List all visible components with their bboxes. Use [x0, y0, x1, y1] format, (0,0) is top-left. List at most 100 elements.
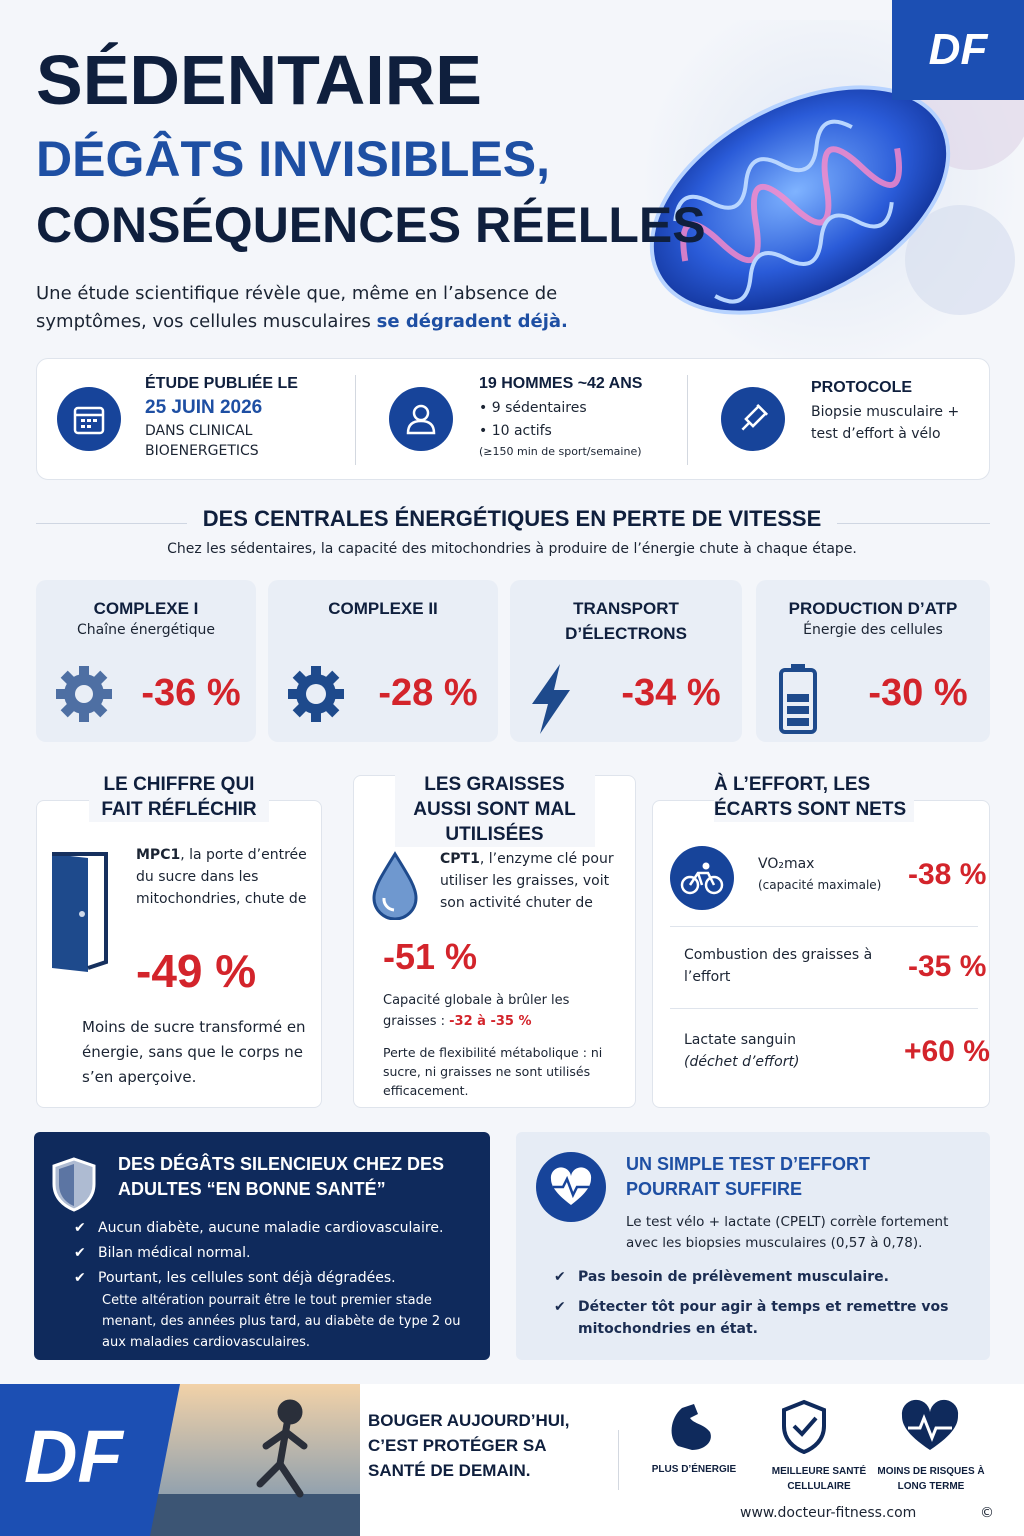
check-item: Détecter tôt pour agir à temps et remett…: [550, 1296, 950, 1340]
row-divider: [670, 926, 978, 927]
effort-note: (capacité maximale): [758, 878, 882, 892]
person-icon: [389, 387, 453, 451]
fats-capacity-text: Capacité globale à brûler les graisses :: [383, 993, 570, 1029]
door-icon: [52, 852, 108, 972]
fats-capacity-value: -32 à -35 %: [449, 1014, 532, 1029]
footer: DF BOUGER AUJOURD’HUI, C’EST PROTÉGER SA…: [0, 1384, 1024, 1536]
effort-label: Lactate sanguin: [684, 1032, 796, 1048]
card-title: COMPLEXE II: [328, 599, 438, 618]
participants-line: • 10 actifs: [479, 423, 552, 439]
participants-title: 19 HOMMES ~42 ANS: [479, 375, 643, 392]
key-figure-desc: , la porte d’entrée du sucre dans les mi…: [136, 847, 307, 907]
card-caption: Chaîne énergétique: [77, 622, 215, 638]
simple-test-box: UN SIMPLE TEST D’EFFORT POURRAIT SUFFIRE…: [516, 1132, 990, 1360]
publication: ÉTUDE PUBLIÉE LE 25 JUIN 2026 DANS CLINI…: [145, 375, 345, 461]
card-icon: [526, 662, 576, 740]
mitochondrion-illustration: [640, 20, 1024, 360]
footer-brand: DF: [24, 1415, 123, 1498]
fats-desc: , l’enzyme clé pour utiliser les graisse…: [440, 851, 614, 911]
card-value: -30 %: [868, 672, 968, 714]
card-value: -34 %: [621, 672, 721, 714]
participants-line: • 9 sédentaires: [479, 400, 587, 416]
syringe-icon: [721, 387, 785, 451]
subtitle-1: DÉGÂTS INVISIBLES,: [36, 131, 550, 187]
effort-value: -38 %: [908, 858, 987, 891]
card-title: PRODUCTION D’ATP: [788, 599, 958, 618]
website: www.docteur-fitness.com: [740, 1505, 917, 1521]
effort-title: À L’EFFORT, LES ÉCARTS SONT NETS: [652, 772, 914, 822]
footer-slogan: BOUGER AUJOURD’HUI, C’EST PROTÉGER SA SA…: [368, 1411, 570, 1480]
silent-damage-list: Aucun diabète, aucune maladie cardiovasc…: [70, 1216, 480, 1291]
row-divider: [670, 1008, 978, 1009]
protocol-text: Biopsie musculaire + test d’effort à vél…: [811, 404, 960, 442]
card-icon: [284, 662, 348, 730]
energy-card: COMPLEXE I Chaîne énergétique -36 %: [36, 580, 256, 742]
key-figure-panel: [36, 800, 322, 1108]
effort-label: VO₂max: [758, 856, 815, 872]
silent-damage-title: DES DÉGÂTS SILENCIEUX CHEZ DES ADULTES “…: [118, 1154, 445, 1199]
shield-icon: [52, 1157, 96, 1212]
key-figure-title: LE CHIFFRE QUI FAIT RÉFLÉCHIR: [36, 772, 322, 822]
intro: Une étude scientifique révèle que, même …: [36, 280, 596, 336]
fats-title: LES GRAISSES AUSSI SONT MAL UTILISÉES: [353, 772, 636, 847]
effort-value: -35 %: [908, 950, 987, 983]
fats-text: CPT1, l’enzyme clé pour utiliser les gra…: [440, 848, 626, 914]
benefit-icons: [671, 1399, 959, 1454]
energy-card: COMPLEXE II -28 %: [268, 580, 498, 742]
protocol-title: PROTOCOLE: [811, 379, 913, 396]
card-caption: Énergie des cellules: [803, 622, 943, 638]
effort-title-text: À L’EFFORT, LES ÉCARTS SONT NETS: [714, 772, 914, 822]
key-figure-value: -49 %: [136, 945, 257, 997]
study-facts: ÉTUDE PUBLIÉE LE 25 JUIN 2026 DANS CLINI…: [36, 358, 990, 480]
check-item: Aucun diabète, aucune maladie cardiovasc…: [70, 1216, 480, 1241]
main-title: SÉDENTAIRE: [36, 41, 482, 119]
energy-subtitle: Chez les sédentaires, la capacité des mi…: [167, 541, 857, 557]
effort-label: Combustion des graisses à l’effort: [684, 947, 873, 985]
check-item: Pourtant, les cellules sont déjà dégradé…: [70, 1266, 480, 1291]
simple-test-title: UN SIMPLE TEST D’EFFORT POURRAIT SUFFIRE: [626, 1154, 871, 1199]
simple-test-list: Pas besoin de prélèvement musculaire. Dé…: [550, 1266, 950, 1340]
bike-icon: [670, 846, 734, 910]
heart-icon: [536, 1152, 606, 1222]
check-item: Pas besoin de prélèvement musculaire.: [550, 1266, 950, 1288]
copyright: ©: [980, 1505, 994, 1521]
key-figure-term: MPC1: [136, 847, 181, 863]
participants-line: (≥150 min de sport/semaine): [479, 445, 642, 458]
publication-date: 25 JUIN 2026: [145, 397, 263, 418]
card-icon: [52, 662, 116, 730]
subtitle-2: CONSÉQUENCES RÉELLES: [36, 197, 706, 253]
drop-icon: [372, 851, 418, 920]
publication-title: ÉTUDE PUBLIÉE LE: [145, 375, 298, 392]
energy-title-text: DES CENTRALES ÉNERGÉTIQUES EN PERTE DE V…: [186, 506, 838, 531]
key-figure-conclusion: Moins de sucre transformé en énergie, sa…: [82, 1018, 306, 1086]
effort-value: +60 %: [904, 1035, 990, 1068]
check-item: Bilan médical normal.: [70, 1241, 480, 1266]
card-title: TRANSPORT D’ÉLECTRONS: [565, 599, 687, 643]
publication-journal: DANS CLINICAL BIOENERGETICS: [145, 423, 259, 459]
silent-damage-note: Cette altération pourrait être le tout p…: [102, 1293, 461, 1350]
energy-title: DES CENTRALES ÉNERGÉTIQUES EN PERTE DE V…: [0, 506, 1024, 532]
participants: 19 HOMMES ~42 ANS • 9 sédentaires • 10 a…: [479, 375, 679, 461]
divider: [355, 375, 356, 465]
energy-card: TRANSPORT D’ÉLECTRONS -34 %: [510, 580, 742, 742]
divider: [687, 375, 688, 465]
protocol: PROTOCOLE Biopsie musculaire + test d’ef…: [811, 379, 981, 445]
effort-note: (déchet d’effort): [684, 1054, 800, 1070]
fats-value: -51 %: [383, 936, 478, 977]
benefit-label: MOINS DE RISQUES À LONG TERME: [877, 1466, 985, 1492]
benefit-label: PLUS D’ÉNERGIE: [651, 1464, 737, 1475]
brand-badge: DF: [892, 0, 1024, 100]
key-figure-title-text: LE CHIFFRE QUI FAIT RÉFLÉCHIR: [89, 772, 269, 822]
fats-capacity: Capacité globale à brûler les graisses :…: [383, 990, 583, 1032]
simple-test-text: Le test vélo + lactate (CPELT) corrèle f…: [626, 1214, 949, 1251]
card-value: -28 %: [378, 672, 478, 714]
card-value: -36 %: [141, 672, 241, 714]
fats-flexibility: Perte de flexibilité métabolique : ni su…: [383, 1045, 603, 1098]
fats-term: CPT1: [440, 851, 480, 867]
calendar-icon: [57, 387, 121, 451]
fats-title-text: LES GRAISSES AUSSI SONT MAL UTILISÉES: [394, 772, 595, 847]
benefit-label: MEILLEURE SANTÉ CELLULAIRE: [771, 1466, 867, 1492]
divider: [618, 1430, 619, 1490]
